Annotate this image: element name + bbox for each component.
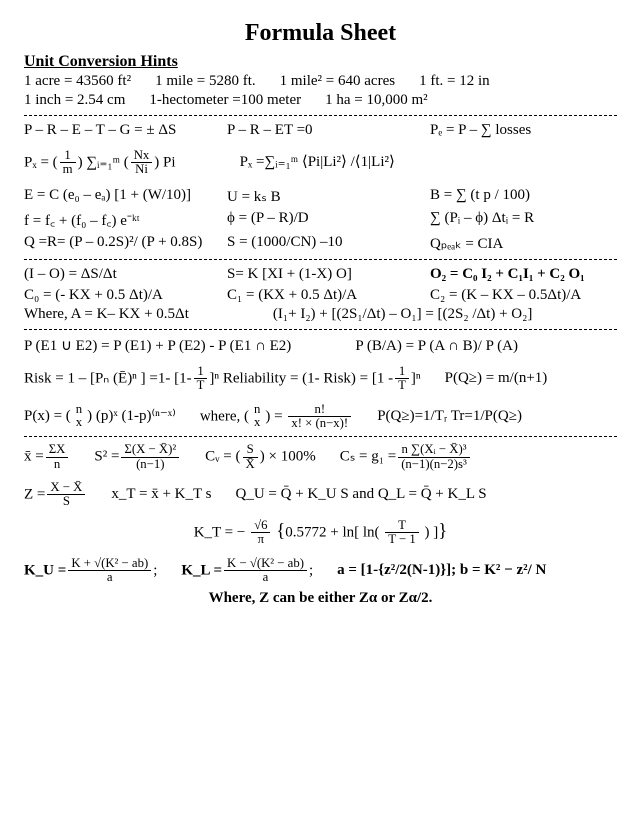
s-qu: Q_U = Q̄ + K_U S and Q_L = Q̄ + K_L S: [235, 486, 486, 503]
g-c1: Where, A = K– KX + 0.5Δt: [24, 306, 189, 323]
unit-6: 1-hectometer =100 meter: [149, 92, 301, 109]
f-a3: Pₑ = P – ∑ losses: [430, 122, 617, 139]
unit-2: 1 mile = 5280 ft.: [155, 73, 256, 90]
f-d3: ∑ (Pᵢ – ϕ) Δtᵢ = R: [430, 210, 617, 230]
p-a2: P (B/A) = P (A ∩ B)/ P (A): [355, 338, 518, 355]
f-e1: Q =R= (P – 0.2S)²/ (P + 0.8S): [24, 234, 211, 253]
f-a2: P – R – ET =0: [227, 122, 414, 139]
unit-heading: Unit Conversion Hints: [24, 53, 617, 71]
unit-1: 1 acre = 43560 ft²: [24, 73, 131, 90]
p-c3: P(Q≥) = m/(n+1): [445, 370, 548, 387]
unit-4: 1 ft. = 12 in: [419, 73, 490, 90]
f-c1: E = C (e₀ – eₐ) [1 + (W/10)]: [24, 187, 211, 206]
f-px: Pₓ = (1m) ∑ᵢ₌₁ᵐ (NxNi) Pi: [24, 149, 176, 177]
s-kt: K_T = − √6π {0.5772 + ln[ ln( TT − 1 ) ]…: [194, 519, 448, 547]
s-xbar: x̄ =ΣXn: [24, 443, 70, 471]
s-cv: Cᵥ = (SX̄) × 100%: [205, 443, 316, 471]
page-title: Formula Sheet: [24, 20, 617, 47]
unit-5: 1 inch = 2.54 cm: [24, 92, 125, 109]
f-c2: U = kₛ B: [227, 187, 414, 206]
g-a2: S= K [XI + (1-X) O]: [227, 266, 414, 283]
g-b2: C₁ = (KX + 0.5 Δt)/A: [227, 287, 414, 304]
g-a1: (I – O) = ΔS/Δt: [24, 266, 211, 283]
p-binom: P(x) = (nx) (p)ˣ (1-p)⁽ⁿ⁻ˣ⁾: [24, 403, 176, 430]
s-cs: Cₛ = g₁ =n ∑(Xᵢ − X̄)³(n−1)(n−2)s³: [340, 443, 472, 471]
f-b2: Pₓ =∑ᵢ₌₁ᵐ ⟨Pi|Li²⟩ /⟨1|Li²⟩: [240, 152, 395, 171]
g-b3: C₂ = (K – KX – 0.5Δt)/A: [430, 287, 617, 304]
f-e2: S = (1000/CN) –10: [227, 234, 414, 253]
g-c2: (I₁+ I₂) + [(2S₁/Δt) – O₁] = [(2S₂ /Δt) …: [273, 306, 532, 323]
divider: [24, 329, 617, 330]
p-risk: Risk = 1 – [Pₙ (Ē)ⁿ ] =1- [1-1T]ⁿ Reliab…: [24, 365, 421, 393]
divider: [24, 259, 617, 260]
p-d3: P(Q≥)=1/Tᵣ Tr=1/P(Q≥): [377, 408, 522, 425]
unit-3: 1 mile² = 640 acres: [280, 73, 395, 90]
s-ab: a = [1-{z²/2(N-1)}]; b = K² − z²/ N: [337, 562, 546, 579]
divider: [24, 436, 617, 437]
f-d1: f = f꜀ + (f₀ – f꜀) e⁻ᵏᵗ: [24, 210, 211, 230]
f-e3: Qₚₑₐₖ = CIA: [430, 234, 617, 253]
footer-note: Where, Z can be either Zα or Zα/2.: [24, 590, 617, 607]
s-xt: x_T = x̄ + K_T s: [111, 486, 211, 503]
p-a1: P (E1 ∪ E2) = P (E1) + P (E2) - P (E1 ∩ …: [24, 336, 291, 355]
g-b1: C₀ = (- KX + 0.5 Δt)/A: [24, 287, 211, 304]
unit-7: 1 ha = 10,000 m²: [325, 92, 428, 109]
p-where: where, (nx) = n!x! × (n−x)!: [200, 403, 353, 431]
s-kl: K_L =K − √(K² − ab)a;: [181, 557, 313, 585]
s-s2: S² =Σ(X − X̄)²(n−1): [94, 443, 181, 471]
f-d2: ϕ = (P – R)/D: [227, 210, 414, 230]
f-c3: B = ∑ (t p / 100): [430, 187, 617, 206]
g-a3: O₂ = C₀ I₂ + C₁I₁ + C₂ O₁: [430, 266, 617, 283]
divider: [24, 115, 617, 116]
s-z: Z =X − X̄S: [24, 481, 87, 509]
f-a1: P – R – E – T – G = ± ΔS: [24, 122, 211, 139]
s-ku: K_U =K + √(K² − ab)a;: [24, 557, 157, 585]
